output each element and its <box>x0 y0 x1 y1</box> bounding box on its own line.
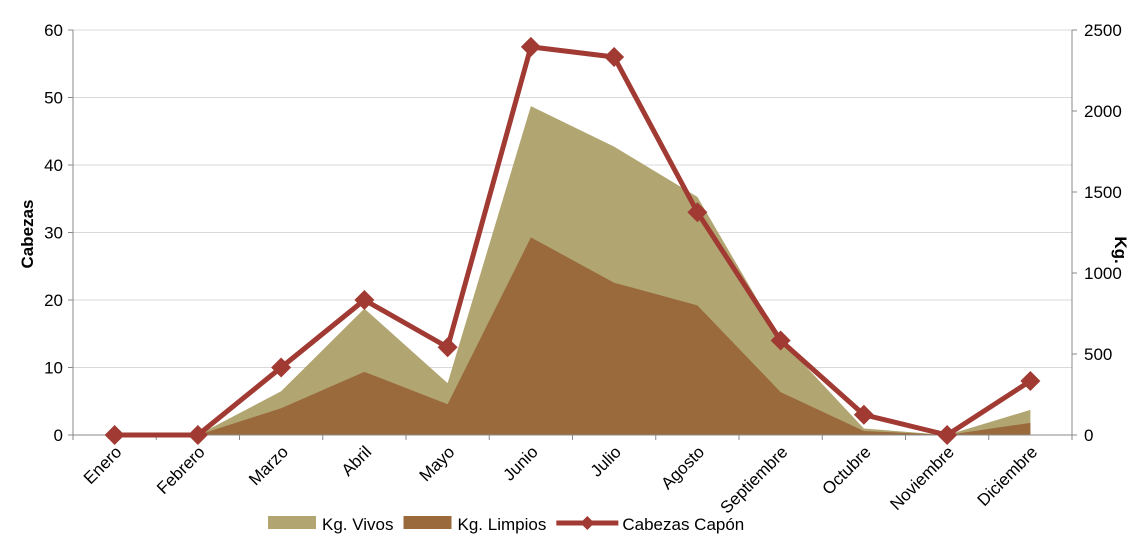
data-point-marker <box>770 330 791 351</box>
x-tick-label: Diciembre <box>974 442 1042 510</box>
data-point-marker <box>853 404 874 425</box>
right-tick-label: 2000 <box>1084 102 1122 121</box>
legend-label: Kg. Vivos <box>322 515 394 534</box>
left-axis-title: Cabezas <box>18 200 37 269</box>
right-axis-tick-labels: 0 500 1000 1500 2000 2500 <box>1084 21 1122 445</box>
right-axis-title: Kg. <box>1111 236 1130 263</box>
data-point-marker <box>437 337 458 358</box>
legend-label: Kg. Limpios <box>458 515 547 534</box>
x-tick-label: Febrero <box>153 442 209 498</box>
data-point-marker <box>937 425 958 445</box>
legend: Kg. Vivos Kg. Limpios Cabezas Capón <box>268 515 744 534</box>
data-point-marker <box>271 357 292 378</box>
left-tick-label: 20 <box>44 291 63 310</box>
data-point-marker <box>687 202 708 223</box>
right-tick-label: 1500 <box>1084 183 1122 202</box>
right-tick-label: 2500 <box>1084 21 1122 40</box>
left-tick-label: 30 <box>44 224 63 243</box>
x-tick-label: Mayo <box>416 442 459 485</box>
x-tick-label: Octubre <box>818 442 874 498</box>
data-point-marker <box>187 425 208 445</box>
axes <box>68 29 1077 440</box>
left-tick-label: 50 <box>44 89 63 108</box>
left-tick-label: 0 <box>54 426 63 445</box>
left-axis-tick-labels: 0 10 20 30 40 50 60 <box>44 21 63 445</box>
data-point-marker <box>104 425 125 445</box>
data-point-marker <box>520 36 541 57</box>
x-tick-label: Julio <box>587 442 625 480</box>
legend-marker <box>580 516 595 530</box>
left-tick-label: 40 <box>44 156 63 175</box>
x-tick-label: Abril <box>338 442 375 479</box>
line-series <box>104 36 1041 445</box>
data-point-marker <box>604 47 625 67</box>
line-cabezas-capon <box>114 44 1032 438</box>
x-tick-label: Septiembre <box>717 442 792 517</box>
x-tick-label: Agosto <box>657 442 708 493</box>
left-tick-label: 60 <box>44 21 63 40</box>
left-tick-label: 10 <box>44 359 63 378</box>
legend-swatch <box>268 516 316 529</box>
data-point-marker <box>354 290 375 310</box>
x-tick-label: Enero <box>80 442 126 488</box>
x-axis-tick-labels: Enero Febrero Marzo Abril Mayo Junio Julio Agos… <box>80 442 1041 517</box>
x-tick-label: Noviembre <box>886 442 958 514</box>
area-kg-limpios <box>114 237 1031 435</box>
right-tick-label: 0 <box>1084 426 1093 445</box>
x-tick-label: Marzo <box>245 442 292 489</box>
area-series <box>114 106 1031 435</box>
legend-swatch <box>403 516 452 529</box>
x-tick-label: Junio <box>500 442 542 484</box>
data-point-marker <box>1020 371 1041 391</box>
legend-label: Cabezas Capón <box>622 515 744 534</box>
right-tick-label: 500 <box>1084 345 1112 364</box>
right-tick-label: 1000 <box>1084 264 1122 283</box>
